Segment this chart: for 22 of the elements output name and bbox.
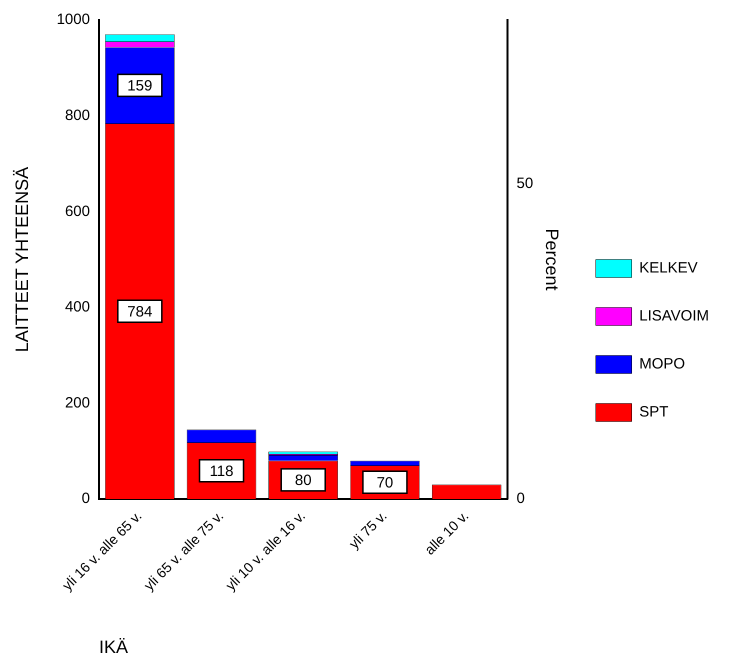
y-tick-label: 0 [82,490,90,508]
data-label: 118 [210,462,234,480]
y2-tick-label: 50 [516,175,534,192]
data-label: 159 [127,78,152,95]
y-tick-label: 600 [64,202,90,220]
data-label: 784 [127,303,152,320]
legend-label: MOPO [639,356,686,373]
data-label: 80 [294,472,312,490]
y2-axis-title: Percent [542,228,562,291]
legend-label: SPT [639,404,668,421]
x-tick-label: alle 10 v. [421,508,472,558]
y-tick-label: 200 [64,394,90,412]
x-tick-label: yli 75 v. [346,508,390,552]
legend-label: KELKEV [639,260,698,277]
y2-tick-label: 0 [516,490,525,508]
legend-label: LISAVOIM [639,308,710,325]
y-axis-title: LAITTEET YHTEENSÄ [12,166,32,352]
y-tick-label: 1000 [56,11,90,28]
data-label: 70 [376,474,394,492]
y-tick-label: 400 [64,298,90,316]
x-axis-title: IKÄ [98,637,128,658]
y-tick-label: 800 [64,106,90,124]
